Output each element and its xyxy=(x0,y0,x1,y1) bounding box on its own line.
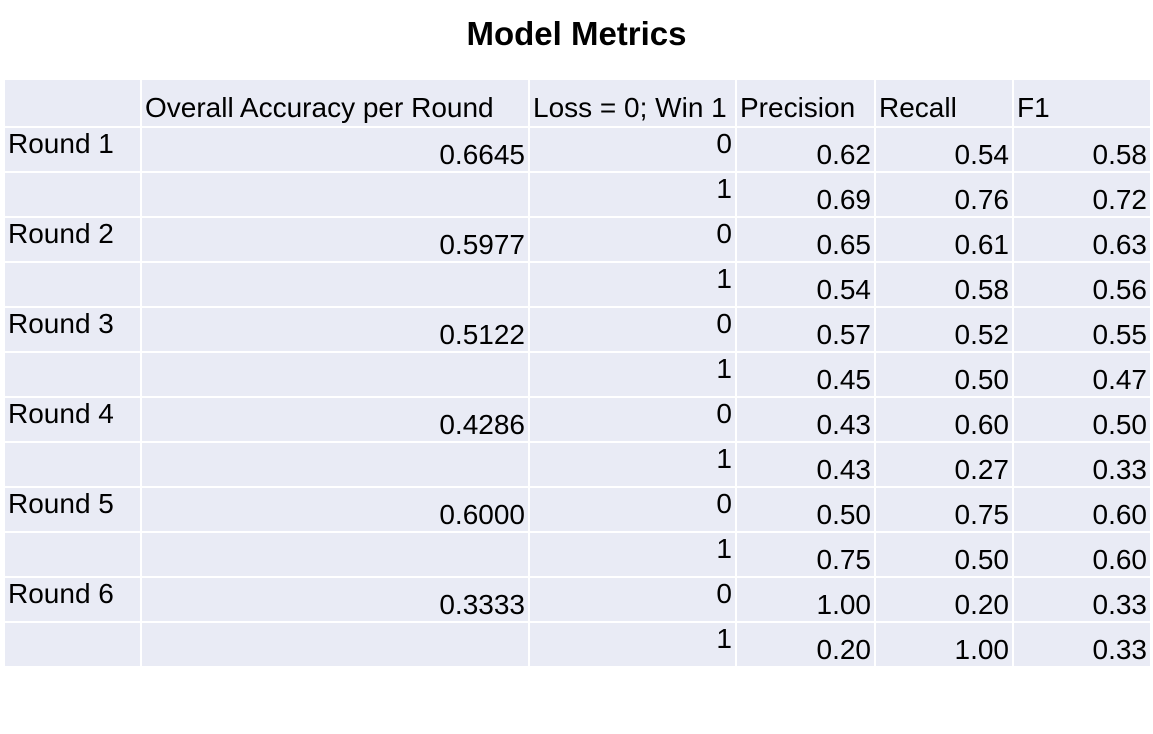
recall-cell: 0.52 xyxy=(874,306,1014,353)
f1-cell: 0.47 xyxy=(1012,351,1152,398)
table-row: 1 0.43 0.27 0.33 xyxy=(3,441,1152,488)
f1-cell: 0.58 xyxy=(1012,126,1152,173)
precision-cell: 0.43 xyxy=(735,441,876,488)
round-cell xyxy=(3,351,142,398)
loss-win-cell: 1 xyxy=(528,531,737,578)
loss-win-cell: 1 xyxy=(528,171,737,218)
round-cell xyxy=(3,171,142,218)
f1-cell: 0.72 xyxy=(1012,171,1152,218)
round-cell: Round 3 xyxy=(3,306,142,353)
accuracy-cell: 0.4286 xyxy=(140,396,530,443)
loss-win-cell: 0 xyxy=(528,216,737,263)
round-cell xyxy=(3,441,142,488)
accuracy-cell: 0.6645 xyxy=(140,126,530,173)
f1-cell: 0.33 xyxy=(1012,576,1152,623)
accuracy-cell xyxy=(140,171,530,218)
precision-cell: 0.54 xyxy=(735,261,876,308)
table-row: 1 0.75 0.50 0.60 xyxy=(3,531,1152,578)
recall-cell: 0.50 xyxy=(874,531,1014,578)
f1-cell: 0.60 xyxy=(1012,531,1152,578)
precision-cell: 0.20 xyxy=(735,621,876,668)
recall-cell: 0.76 xyxy=(874,171,1014,218)
header-cell-blank xyxy=(3,78,142,128)
header-cell-loss-win: Loss = 0; Win 1 xyxy=(528,78,737,128)
precision-cell: 0.62 xyxy=(735,126,876,173)
accuracy-cell xyxy=(140,351,530,398)
precision-cell: 0.45 xyxy=(735,351,876,398)
round-cell xyxy=(3,531,142,578)
precision-cell: 0.57 xyxy=(735,306,876,353)
accuracy-cell: 0.3333 xyxy=(140,576,530,623)
header-cell-precision: Precision xyxy=(735,78,876,128)
loss-win-cell: 0 xyxy=(528,486,737,533)
accuracy-cell xyxy=(140,621,530,668)
round-cell: Round 1 xyxy=(3,126,142,173)
precision-cell: 0.65 xyxy=(735,216,876,263)
loss-win-cell: 0 xyxy=(528,576,737,623)
accuracy-cell: 0.5122 xyxy=(140,306,530,353)
loss-win-cell: 0 xyxy=(528,396,737,443)
loss-win-cell: 1 xyxy=(528,621,737,668)
table-row: Round 1 0.6645 0 0.62 0.54 0.58 xyxy=(3,126,1152,173)
recall-cell: 0.61 xyxy=(874,216,1014,263)
recall-cell: 0.20 xyxy=(874,576,1014,623)
precision-cell: 0.43 xyxy=(735,396,876,443)
accuracy-cell xyxy=(140,261,530,308)
round-cell: Round 5 xyxy=(3,486,142,533)
table-row: Round 3 0.5122 0 0.57 0.52 0.55 xyxy=(3,306,1152,353)
f1-cell: 0.55 xyxy=(1012,306,1152,353)
round-cell: Round 2 xyxy=(3,216,142,263)
accuracy-cell xyxy=(140,531,530,578)
round-cell xyxy=(3,621,142,668)
header-row: Overall Accuracy per Round Loss = 0; Win… xyxy=(3,78,1152,128)
f1-cell: 0.60 xyxy=(1012,486,1152,533)
recall-cell: 0.27 xyxy=(874,441,1014,488)
table-row: Round 4 0.4286 0 0.43 0.60 0.50 xyxy=(3,396,1152,443)
loss-win-cell: 1 xyxy=(528,351,737,398)
recall-cell: 1.00 xyxy=(874,621,1014,668)
metrics-table-body: Overall Accuracy per Round Loss = 0; Win… xyxy=(3,78,1152,668)
header-cell-f1: F1 xyxy=(1012,78,1152,128)
table-row: 1 0.69 0.76 0.72 xyxy=(3,171,1152,218)
f1-cell: 0.56 xyxy=(1012,261,1152,308)
precision-cell: 0.75 xyxy=(735,531,876,578)
round-cell xyxy=(3,261,142,308)
precision-cell: 0.50 xyxy=(735,486,876,533)
round-cell: Round 6 xyxy=(3,576,142,623)
recall-cell: 0.75 xyxy=(874,486,1014,533)
precision-cell: 1.00 xyxy=(735,576,876,623)
recall-cell: 0.60 xyxy=(874,396,1014,443)
recall-cell: 0.58 xyxy=(874,261,1014,308)
chart-title: Model Metrics xyxy=(466,15,687,52)
accuracy-cell: 0.6000 xyxy=(140,486,530,533)
accuracy-cell: 0.5977 xyxy=(140,216,530,263)
table-row: 1 0.45 0.50 0.47 xyxy=(3,351,1152,398)
table-row: Round 2 0.5977 0 0.65 0.61 0.63 xyxy=(3,216,1152,263)
metrics-table: Overall Accuracy per Round Loss = 0; Win… xyxy=(3,78,1152,668)
loss-win-cell: 1 xyxy=(528,441,737,488)
round-cell: Round 4 xyxy=(3,396,142,443)
accuracy-cell xyxy=(140,441,530,488)
recall-cell: 0.54 xyxy=(874,126,1014,173)
header-cell-overall-accuracy: Overall Accuracy per Round xyxy=(140,78,530,128)
f1-cell: 0.50 xyxy=(1012,396,1152,443)
precision-cell: 0.69 xyxy=(735,171,876,218)
table-row: Round 6 0.3333 0 1.00 0.20 0.33 xyxy=(3,576,1152,623)
table-row: 1 0.20 1.00 0.33 xyxy=(3,621,1152,668)
f1-cell: 0.33 xyxy=(1012,441,1152,488)
recall-cell: 0.50 xyxy=(874,351,1014,398)
f1-cell: 0.63 xyxy=(1012,216,1152,263)
header-cell-recall: Recall xyxy=(874,78,1014,128)
table-row: 1 0.54 0.58 0.56 xyxy=(3,261,1152,308)
table-row: Round 5 0.6000 0 0.50 0.75 0.60 xyxy=(3,486,1152,533)
loss-win-cell: 1 xyxy=(528,261,737,308)
loss-win-cell: 0 xyxy=(528,126,737,173)
loss-win-cell: 0 xyxy=(528,306,737,353)
f1-cell: 0.33 xyxy=(1012,621,1152,668)
